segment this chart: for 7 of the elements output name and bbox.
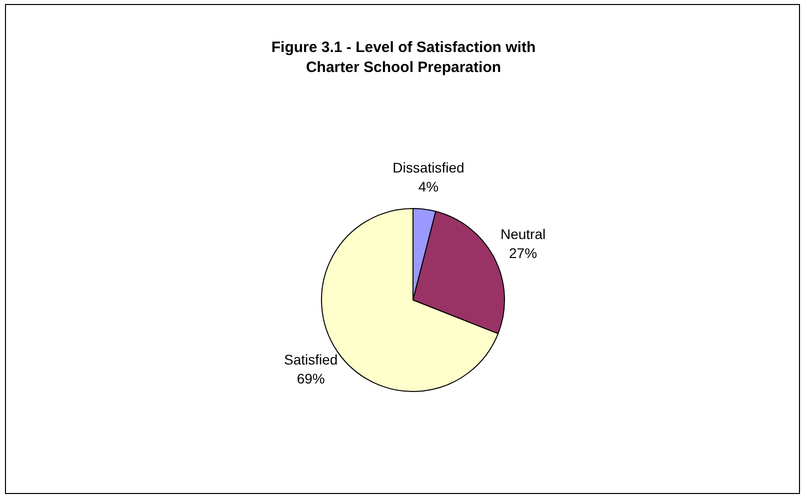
- chart-title: Figure 3.1 - Level of Satisfaction with Charter School Preparation: [270, 38, 537, 78]
- slice-label: Satisfied: [284, 351, 338, 368]
- slice-label: Dissatisfied: [392, 159, 464, 176]
- data-label: 4%: [418, 178, 439, 194]
- data-label: 27%: [509, 244, 538, 261]
- slice-label: Neutral: [500, 226, 546, 242]
- data-label: 69%: [296, 370, 325, 386]
